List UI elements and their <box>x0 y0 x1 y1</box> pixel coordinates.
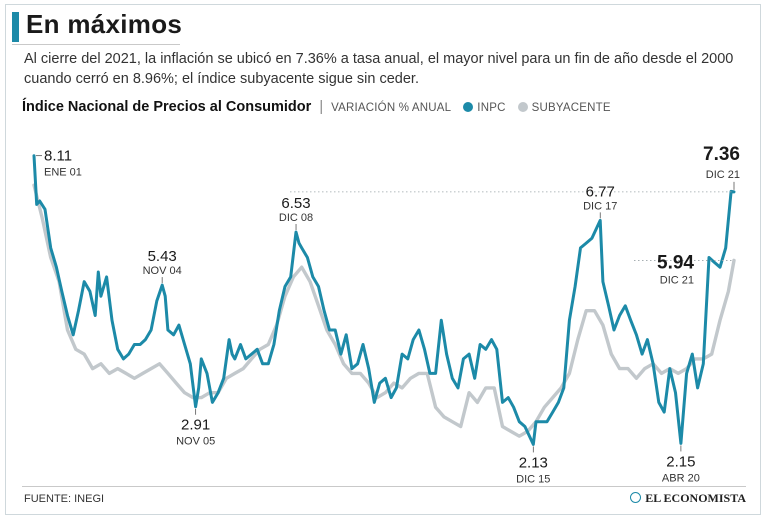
inpc-label-nov-05-date: NOV 05 <box>176 436 215 448</box>
source-note: FUENTE: INEGI <box>24 493 105 505</box>
infographic-frame <box>5 4 761 515</box>
legend-core-label: SUBYACENTE <box>531 102 611 114</box>
inpc-label-dic-17-date: DIC 17 <box>583 200 617 212</box>
inpc-label-dic-08-date: DIC 08 <box>279 212 313 224</box>
inpc-label-dic-17-value: 6.77 <box>586 183 615 200</box>
inpc-series-line <box>32 154 736 446</box>
inpc-label-dic-15-value: 2.13 <box>519 454 548 471</box>
inpc-label-abr-20-date: ABR 20 <box>662 472 700 484</box>
legend-inpc-dot-icon <box>463 102 474 112</box>
title-underline <box>12 44 180 45</box>
inpc-label-dic-08-value: 6.53 <box>281 195 310 212</box>
legend-inpc-label: INPC <box>477 102 506 114</box>
inpc-label-nov-04-date: NOV 04 <box>143 265 182 277</box>
core-label-dic-21-value: 5.94 <box>657 252 694 273</box>
chart-header-separator: | <box>319 99 324 115</box>
legend-core-dot-icon <box>517 102 528 112</box>
core-label-dic-21-date: DIC 21 <box>660 274 694 286</box>
inpc-label-nov-05-value: 2.91 <box>181 417 210 434</box>
title-accent-bar <box>12 12 19 42</box>
brand-logo-icon <box>630 492 642 503</box>
brand-name: EL ECONOMISTA <box>645 491 746 505</box>
subtitle: Al cierre del 2021, la inflación se ubic… <box>24 51 734 87</box>
inpc-label-ene-01-date: ENE 01 <box>44 167 82 179</box>
inpc-label-dic-21-date: DIC 21 <box>706 169 740 181</box>
inpc-label-abr-20-value: 2.15 <box>666 453 695 470</box>
chart-header: Índice Nacional de Precios al Consumidor… <box>22 99 611 115</box>
inpc-label-dic-21-value: 7.36 <box>703 144 740 165</box>
chart-title: Índice Nacional de Precios al Consumidor <box>22 99 312 115</box>
core-series-line <box>32 183 736 438</box>
chart-units-label: VARIACIÓN % ANUAL <box>331 102 452 114</box>
inpc-label-dic-15-date: DIC 15 <box>516 473 550 485</box>
inpc-label-nov-04-value: 5.43 <box>148 248 177 265</box>
brand-logo: EL ECONOMISTA <box>630 491 746 506</box>
inpc-label-ene-01-value: 8.11 <box>44 148 72 165</box>
footer-divider <box>22 486 746 487</box>
page-title: En máximos <box>26 9 183 39</box>
